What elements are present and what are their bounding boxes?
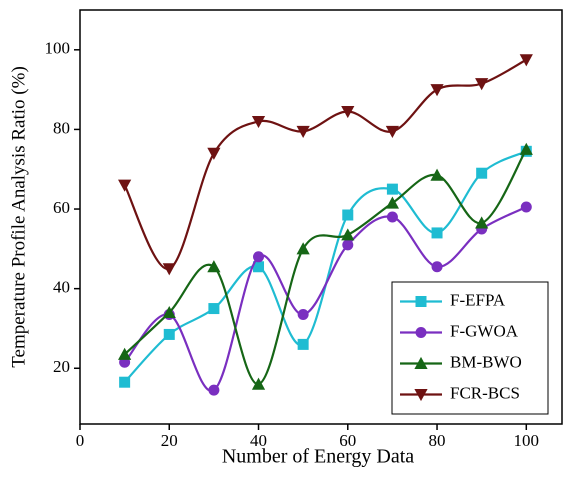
marker	[118, 179, 132, 192]
marker	[163, 328, 175, 340]
marker	[162, 263, 176, 276]
legend-label: FCR-BCS	[450, 383, 520, 402]
marker	[253, 261, 265, 273]
marker	[119, 376, 131, 388]
marker	[296, 242, 310, 255]
marker	[519, 142, 533, 155]
y-tick-label: 20	[53, 357, 70, 376]
marker	[297, 309, 309, 321]
marker	[296, 125, 310, 139]
y-tick-label: 60	[53, 198, 70, 217]
marker	[385, 125, 400, 139]
marker	[208, 303, 220, 315]
y-tick-label: 100	[45, 39, 71, 58]
plot-frame	[79, 9, 563, 425]
marker	[430, 168, 444, 181]
marker	[431, 261, 443, 273]
legend-marker	[415, 327, 427, 338]
x-tick-label: 80	[429, 431, 446, 450]
y-tick-label: 40	[53, 278, 70, 297]
x-tick-label: 0	[76, 431, 85, 450]
marker	[431, 227, 443, 239]
series-line	[123, 150, 527, 383]
marker	[342, 209, 354, 221]
legend-marker	[415, 296, 427, 307]
y-tick-label: 80	[53, 118, 70, 137]
legend-label: F-GWOA	[450, 321, 519, 340]
marker	[475, 216, 489, 229]
y-axis-title: Temperature Profile Analysis Ratio (%)	[8, 66, 29, 368]
marker	[430, 84, 444, 97]
x-tick-label: 40	[250, 431, 267, 450]
x-tick-label: 100	[514, 431, 540, 450]
marker	[253, 251, 265, 263]
marker	[251, 377, 266, 390]
marker	[341, 228, 355, 241]
marker	[208, 384, 220, 396]
marker	[207, 147, 221, 160]
legend-label: BM-BWO	[450, 352, 522, 371]
marker	[386, 211, 398, 223]
marker	[475, 78, 489, 91]
marker	[520, 201, 532, 213]
x-axis-title: Number of Energy Data	[222, 446, 414, 468]
legend-label: F-EFPA	[450, 290, 506, 309]
legend-marker	[414, 356, 428, 369]
x-tick-label: 20	[161, 431, 178, 450]
marker	[297, 338, 309, 350]
x-tick-label: 60	[339, 431, 356, 450]
marker	[162, 305, 176, 319]
marker	[341, 106, 355, 119]
series-line	[123, 148, 528, 386]
marker	[251, 115, 266, 129]
marker	[342, 239, 354, 251]
marker	[385, 196, 400, 209]
marker	[386, 183, 398, 195]
marker	[476, 167, 488, 179]
marker	[519, 54, 533, 67]
legend-marker	[414, 389, 428, 402]
series-line	[123, 58, 527, 270]
marker	[207, 260, 221, 273]
marker	[118, 347, 132, 360]
